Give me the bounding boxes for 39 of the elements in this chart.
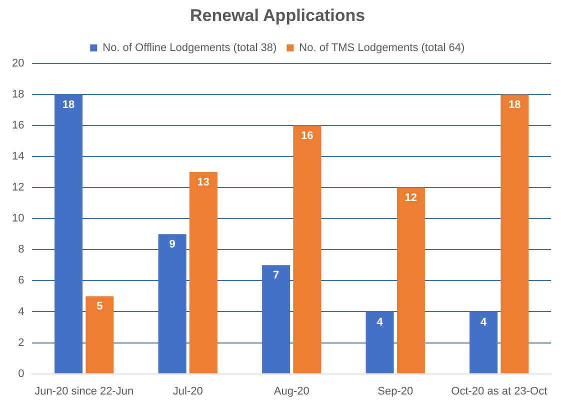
data-label: 16 bbox=[301, 130, 314, 142]
bar bbox=[262, 265, 290, 374]
bar bbox=[500, 94, 529, 374]
data-label: 18 bbox=[508, 98, 521, 111]
y-tick-label: 2 bbox=[18, 336, 24, 349]
data-label: 18 bbox=[62, 98, 75, 111]
x-tick-label: Sep-20 bbox=[378, 385, 414, 398]
data-label: 4 bbox=[376, 316, 384, 328]
bar bbox=[366, 312, 394, 374]
y-tick-label: 16 bbox=[12, 120, 24, 132]
data-label: 9 bbox=[169, 238, 176, 251]
bar bbox=[293, 125, 322, 374]
y-tick-label: 10 bbox=[12, 212, 24, 225]
y-tick-label: 14 bbox=[12, 150, 24, 163]
bar bbox=[189, 172, 218, 374]
y-tick-label: 12 bbox=[12, 182, 24, 194]
y-tick-label: 8 bbox=[18, 244, 24, 256]
x-tick-label: Aug-20 bbox=[274, 385, 310, 398]
y-tick-label: 0 bbox=[18, 368, 24, 380]
y-tick-label: 4 bbox=[18, 306, 24, 318]
bar bbox=[470, 312, 498, 374]
y-tick-label: 20 bbox=[12, 57, 24, 70]
bar bbox=[158, 234, 186, 374]
y-tick-label: 18 bbox=[12, 88, 24, 100]
x-tick-label: Jul-20 bbox=[172, 385, 203, 398]
legend-label: No. of TMS Lodgements (total 64) bbox=[299, 42, 465, 54]
data-label: 13 bbox=[197, 176, 210, 189]
y-tick-label: 6 bbox=[18, 274, 24, 287]
legend-label: No. of Offline Lodgements (total 38) bbox=[102, 42, 277, 54]
bar bbox=[54, 94, 83, 374]
x-tick-label: Oct-20 as at 23-Oct bbox=[451, 385, 548, 398]
chart-title: Renewal Applications bbox=[190, 6, 366, 25]
x-tick-label: Jun-20 since 22-Jun bbox=[34, 385, 134, 398]
data-label: 7 bbox=[272, 270, 280, 282]
data-label: 12 bbox=[404, 192, 418, 204]
data-label: 5 bbox=[96, 300, 103, 313]
bar bbox=[86, 296, 114, 374]
bar bbox=[396, 188, 425, 374]
data-label: 4 bbox=[480, 316, 488, 328]
